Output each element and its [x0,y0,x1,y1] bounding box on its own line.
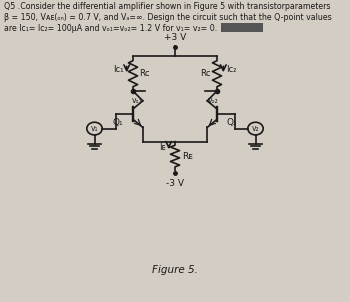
Text: v₁: v₁ [91,124,98,133]
Text: Figure 5.: Figure 5. [152,265,198,275]
Text: are Iᴄ₁= Iᴄ₂= 100μA and vₒ₁=vₒ₂= 1.2 V for v₁= v₂= 0.: are Iᴄ₁= Iᴄ₂= 100μA and vₒ₁=vₒ₂= 1.2 V f… [4,24,217,34]
Text: v₂: v₂ [252,124,259,133]
Text: -3 V: -3 V [166,179,184,188]
Bar [220,23,262,32]
Text: Q5 .Consider the differential amplifier shown in Figure 5 with transistorparamet: Q5 .Consider the differential amplifier … [4,2,330,11]
Text: Rᴄ: Rᴄ [139,69,150,78]
Text: Q₂: Q₂ [227,117,237,127]
Text: Rᴄ: Rᴄ [200,69,211,78]
Text: Iᴄ₁: Iᴄ₁ [113,65,124,74]
Text: vₒ₂: vₒ₂ [208,96,218,105]
Text: +3 V: +3 V [164,34,186,43]
Text: Rᴇ: Rᴇ [182,152,193,161]
Text: vₒ₁: vₒ₁ [132,96,142,105]
Text: Iᴇ: Iᴇ [159,143,166,153]
Text: Iᴄ₂: Iᴄ₂ [226,65,237,74]
Text: Q₁: Q₁ [113,117,123,127]
Text: β = 150, Vᴀᴇ(ₒₙ) = 0.7 V, and Vₐ=∞. Design the circuit such that the Q-point val: β = 150, Vᴀᴇ(ₒₙ) = 0.7 V, and Vₐ=∞. Desi… [4,13,331,22]
